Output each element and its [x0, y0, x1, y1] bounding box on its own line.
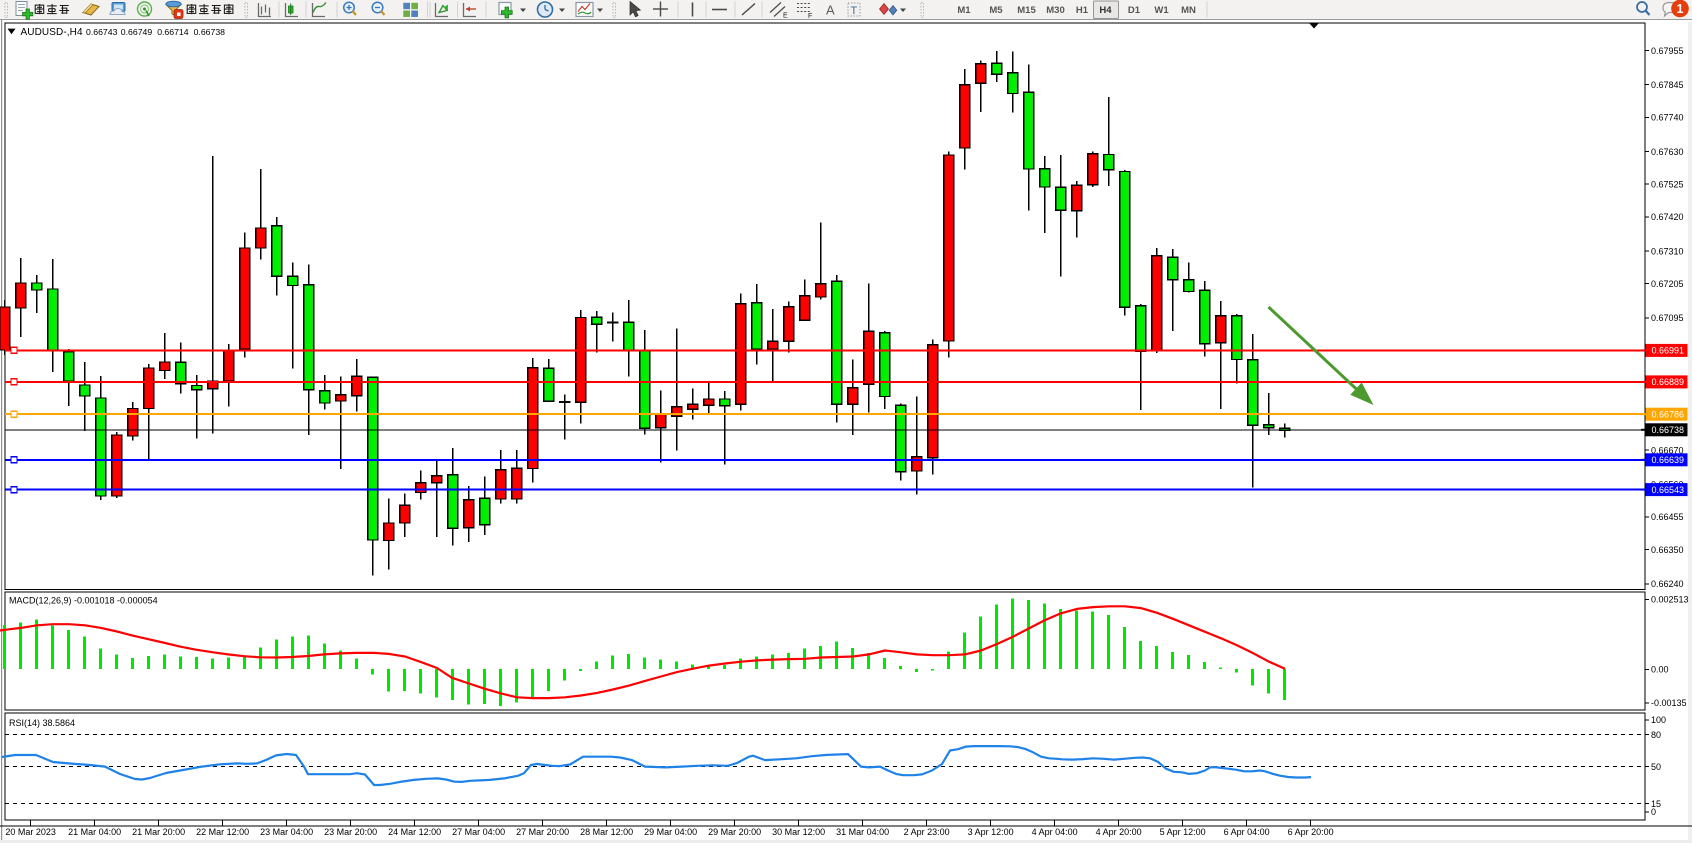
svg-text:M1: M1: [957, 5, 971, 16]
svg-text:6 Apr 04:00: 6 Apr 04:00: [1224, 827, 1270, 837]
svg-text:0.66738: 0.66738: [1652, 425, 1685, 435]
svg-text:0.66714: 0.66714: [157, 27, 189, 37]
svg-text:0.66738: 0.66738: [194, 27, 226, 37]
svg-text:0.66786: 0.66786: [1652, 410, 1685, 420]
svg-text:28 Mar 12:00: 28 Mar 12:00: [580, 827, 633, 837]
svg-text:MN: MN: [1181, 5, 1196, 16]
svg-text:0.00: 0.00: [1651, 665, 1669, 675]
svg-text:0.66350: 0.66350: [1651, 545, 1684, 555]
svg-text:0.67525: 0.67525: [1651, 180, 1684, 190]
svg-text:6 Apr 20:00: 6 Apr 20:00: [1288, 827, 1334, 837]
svg-text:21 Mar 04:00: 21 Mar 04:00: [68, 827, 121, 837]
svg-text:0.67310: 0.67310: [1651, 246, 1684, 256]
svg-text:5 Apr 12:00: 5 Apr 12:00: [1160, 827, 1206, 837]
svg-text:0.67420: 0.67420: [1651, 212, 1684, 222]
svg-text:0.66889: 0.66889: [1652, 377, 1685, 387]
svg-text:M15: M15: [1017, 5, 1036, 16]
svg-text:W1: W1: [1154, 5, 1169, 16]
svg-text:23 Mar 20:00: 23 Mar 20:00: [324, 827, 377, 837]
svg-text:27 Mar 20:00: 27 Mar 20:00: [516, 827, 569, 837]
svg-text:50: 50: [1651, 762, 1661, 772]
svg-text:0.66991: 0.66991: [1652, 346, 1685, 356]
svg-text:0.66749: 0.66749: [121, 27, 153, 37]
svg-text:3 Apr 12:00: 3 Apr 12:00: [968, 827, 1014, 837]
svg-text:0.66543: 0.66543: [1652, 485, 1685, 495]
svg-text:A: A: [826, 3, 835, 18]
svg-text:31 Mar 04:00: 31 Mar 04:00: [836, 827, 889, 837]
svg-text:29 Mar 04:00: 29 Mar 04:00: [644, 827, 697, 837]
svg-text:15: 15: [1651, 799, 1661, 809]
svg-text:0.66240: 0.66240: [1651, 579, 1684, 589]
svg-text:H1: H1: [1076, 5, 1089, 16]
svg-text:0.67630: 0.67630: [1651, 147, 1684, 157]
svg-text:0.67095: 0.67095: [1651, 313, 1684, 323]
svg-text:D1: D1: [1128, 5, 1141, 16]
svg-text:H4: H4: [1099, 5, 1112, 16]
svg-text:0.67845: 0.67845: [1651, 80, 1684, 90]
svg-text:0.66639: 0.66639: [1652, 455, 1685, 465]
svg-text:0.67740: 0.67740: [1651, 113, 1684, 123]
svg-text:0.67955: 0.67955: [1651, 46, 1684, 56]
svg-text:0.002513: 0.002513: [1651, 595, 1689, 605]
svg-text:0: 0: [1651, 807, 1656, 817]
svg-text:30 Mar 12:00: 30 Mar 12:00: [772, 827, 825, 837]
svg-text:23 Mar 04:00: 23 Mar 04:00: [260, 827, 313, 837]
svg-text:100: 100: [1651, 715, 1666, 725]
svg-text:24 Mar 12:00: 24 Mar 12:00: [388, 827, 441, 837]
svg-text:4 Apr 20:00: 4 Apr 20:00: [1096, 827, 1142, 837]
svg-text:AUDUSD-,H4: AUDUSD-,H4: [21, 27, 83, 38]
svg-text:21 Mar 20:00: 21 Mar 20:00: [132, 827, 185, 837]
svg-text:F: F: [808, 13, 812, 20]
svg-text:27 Mar 04:00: 27 Mar 04:00: [452, 827, 505, 837]
svg-text:20 Mar 2023: 20 Mar 2023: [5, 827, 56, 837]
svg-text:0.66670: 0.66670: [1651, 445, 1684, 455]
svg-text:T: T: [851, 5, 858, 17]
svg-text:E: E: [783, 13, 788, 20]
svg-text:0.66455: 0.66455: [1651, 512, 1684, 522]
svg-text:M5: M5: [989, 5, 1003, 16]
svg-text:29 Mar 20:00: 29 Mar 20:00: [708, 827, 761, 837]
svg-text:2 Apr 23:00: 2 Apr 23:00: [904, 827, 950, 837]
svg-text:MACD(12,26,9) -0.001018 -0.000: MACD(12,26,9) -0.001018 -0.000054: [9, 596, 158, 606]
svg-text:-0.00135: -0.00135: [1651, 698, 1687, 708]
svg-text:22 Mar 12:00: 22 Mar 12:00: [196, 827, 249, 837]
svg-text:4 Apr 04:00: 4 Apr 04:00: [1032, 827, 1078, 837]
svg-text:0.67205: 0.67205: [1651, 279, 1684, 289]
svg-text:0.66743: 0.66743: [86, 27, 118, 37]
svg-text:M30: M30: [1046, 5, 1064, 16]
svg-text:RSI(14) 38.5864: RSI(14) 38.5864: [9, 718, 75, 728]
svg-text:80: 80: [1651, 730, 1661, 740]
svg-text:1: 1: [1677, 2, 1684, 16]
